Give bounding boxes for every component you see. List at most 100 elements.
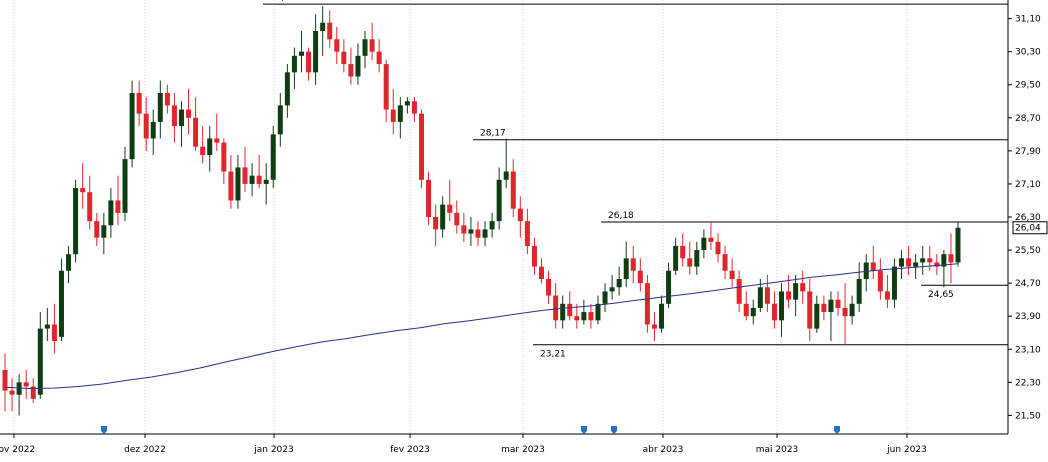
- candle-up: [955, 227, 961, 263]
- candle-down: [524, 221, 530, 246]
- candle-down: [715, 241, 721, 255]
- candle-down: [574, 316, 580, 321]
- candle-up: [404, 101, 410, 106]
- candle-up: [73, 188, 79, 255]
- candle-down: [447, 204, 453, 213]
- candle-down: [327, 22, 333, 40]
- candle-down: [418, 113, 424, 180]
- candle-down: [927, 258, 933, 263]
- candle-up: [581, 312, 587, 321]
- last-price-label: 26,04: [1015, 224, 1041, 234]
- y-tick-label: 31,10: [1015, 15, 1041, 25]
- candle-up: [122, 159, 128, 213]
- y-tick-label: 24,70: [1015, 279, 1041, 289]
- candle-up: [899, 258, 905, 267]
- candle-up: [355, 55, 361, 77]
- candle-down: [637, 270, 643, 284]
- candle-down: [743, 303, 749, 317]
- candle-up: [397, 105, 403, 122]
- candle-down: [221, 142, 227, 172]
- candle-down: [567, 303, 573, 317]
- candle-up: [750, 307, 756, 317]
- level-label: 23,21: [540, 350, 566, 360]
- candle-up: [623, 258, 629, 279]
- candle-up: [920, 258, 926, 263]
- candle-down: [23, 382, 29, 387]
- candle-up: [440, 204, 446, 230]
- candle-down: [80, 188, 86, 193]
- x-tick-label: mar 2023: [501, 445, 545, 455]
- candle-up: [16, 382, 22, 395]
- shield-marker-icon[interactable]: [101, 426, 107, 434]
- candle-down: [842, 307, 848, 317]
- last-price-box: [1012, 221, 1048, 235]
- y-tick-label: 21,50: [1015, 411, 1041, 421]
- candle-down: [193, 117, 199, 147]
- candle-up: [757, 287, 763, 308]
- candle-down: [934, 262, 940, 267]
- moving-average-line: [4, 263, 959, 390]
- candle-down: [870, 262, 876, 271]
- candle-up: [178, 109, 184, 127]
- y-tick-label: 27,90: [1015, 147, 1041, 157]
- candle-up: [320, 22, 326, 31]
- candle-up: [891, 266, 897, 300]
- y-tick-label: 30,30: [1015, 48, 1041, 58]
- candle-down: [708, 237, 714, 242]
- candle-down: [143, 113, 149, 139]
- candle-up: [659, 303, 665, 329]
- candle-down: [948, 254, 954, 263]
- candle-down: [729, 270, 735, 279]
- candle-up: [609, 287, 615, 292]
- candle-up: [313, 31, 319, 73]
- level-label: 26,18: [608, 211, 634, 221]
- candle-down: [426, 179, 432, 217]
- candle-up: [249, 175, 255, 184]
- candle-down: [334, 39, 340, 52]
- candle-down: [906, 258, 912, 267]
- candle-down: [433, 217, 439, 230]
- candle-up: [468, 229, 474, 234]
- candle-up: [560, 303, 566, 321]
- candle-down: [475, 229, 481, 238]
- candle-down: [136, 93, 142, 114]
- candle-up: [150, 121, 156, 139]
- x-tick-label: jun 2023: [886, 445, 927, 455]
- y-tick-label: 28,70: [1015, 114, 1041, 124]
- candle-up: [291, 55, 297, 73]
- candle-up: [157, 93, 163, 122]
- level-label: 24,65: [928, 290, 954, 300]
- candle-down: [531, 245, 537, 267]
- candle-down: [30, 386, 36, 399]
- candle-up: [362, 39, 368, 56]
- candle-up: [616, 279, 622, 288]
- shield-marker-icon[interactable]: [611, 426, 617, 434]
- candle-up: [849, 303, 855, 317]
- candle-up: [66, 254, 72, 271]
- candle-down: [588, 312, 594, 321]
- candle-up: [673, 245, 679, 271]
- candle-down: [228, 171, 234, 201]
- candle-up: [913, 262, 919, 267]
- shield-marker-icon[interactable]: [581, 426, 587, 434]
- candle-up: [129, 93, 135, 160]
- candle-up: [496, 179, 502, 222]
- candle-down: [722, 254, 728, 271]
- candle-down: [687, 258, 693, 267]
- y-tick-label: 26,30: [1015, 213, 1041, 223]
- candle-down: [835, 299, 841, 308]
- shield-marker-icon[interactable]: [834, 426, 840, 434]
- candle-down: [454, 212, 460, 226]
- candle-down: [651, 324, 657, 329]
- candle-up: [101, 225, 107, 238]
- candle-down: [115, 200, 121, 213]
- candle-up: [602, 291, 608, 304]
- candle-up: [263, 179, 269, 184]
- candle-down: [546, 279, 552, 296]
- candle-down: [539, 266, 545, 279]
- candle-down: [411, 101, 417, 114]
- candle-down: [242, 167, 248, 184]
- candle-down: [807, 291, 813, 329]
- candle-up: [814, 303, 820, 329]
